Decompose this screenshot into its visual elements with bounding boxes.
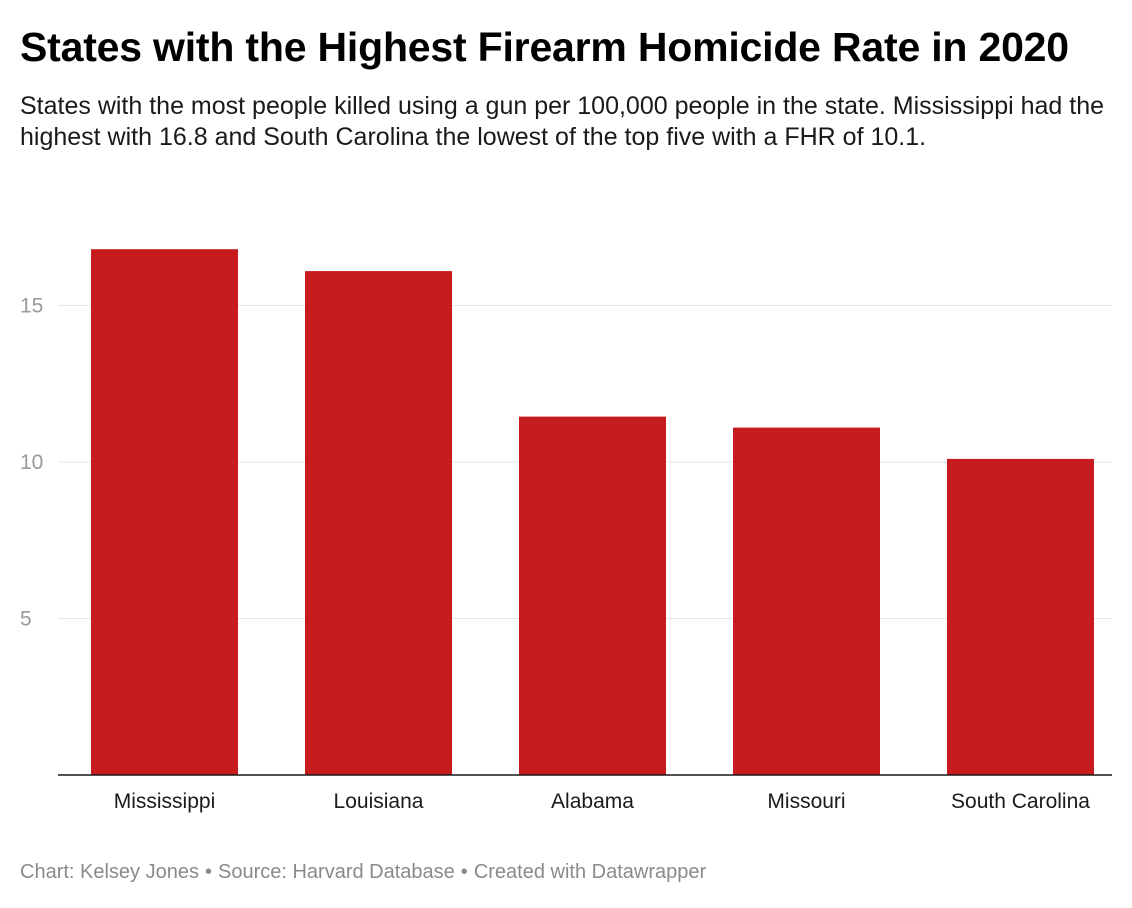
chart-footer: Chart: Kelsey Jones • Source: Harvard Data… bbox=[20, 858, 706, 886]
footer-separator: • bbox=[204, 861, 212, 883]
x-category-label: Louisiana bbox=[334, 790, 424, 813]
y-tick-label: 15 bbox=[20, 295, 43, 318]
x-category-label: Alabama bbox=[551, 790, 634, 813]
y-axis-ticks: 5 10 15 bbox=[20, 295, 43, 631]
created-with: Created with Datawrapper bbox=[473, 861, 707, 883]
y-tick-label: 10 bbox=[20, 451, 43, 474]
chart-credit: Chart: Kelsey Jones bbox=[20, 861, 199, 883]
bar bbox=[947, 458, 1094, 775]
chart-title: States with the Highest Firearm Homicide… bbox=[20, 24, 1069, 70]
bar bbox=[305, 271, 452, 775]
y-tick-label: 5 bbox=[20, 608, 32, 631]
chart-subtitle: States with the most people killed using… bbox=[20, 92, 1105, 151]
footer-separator: • bbox=[460, 861, 468, 883]
bar bbox=[91, 249, 238, 775]
chart-source: Source: Harvard Database bbox=[218, 861, 455, 883]
x-category-label: South Carolina bbox=[951, 790, 1090, 813]
x-axis-labels: Mississippi Louisiana Alabama Missouri South… bbox=[114, 790, 1091, 813]
bar bbox=[519, 416, 666, 775]
bars bbox=[91, 249, 1094, 775]
bar bbox=[733, 427, 880, 775]
x-category-label: Mississippi bbox=[114, 790, 216, 813]
x-category-label: Missouri bbox=[767, 790, 845, 813]
